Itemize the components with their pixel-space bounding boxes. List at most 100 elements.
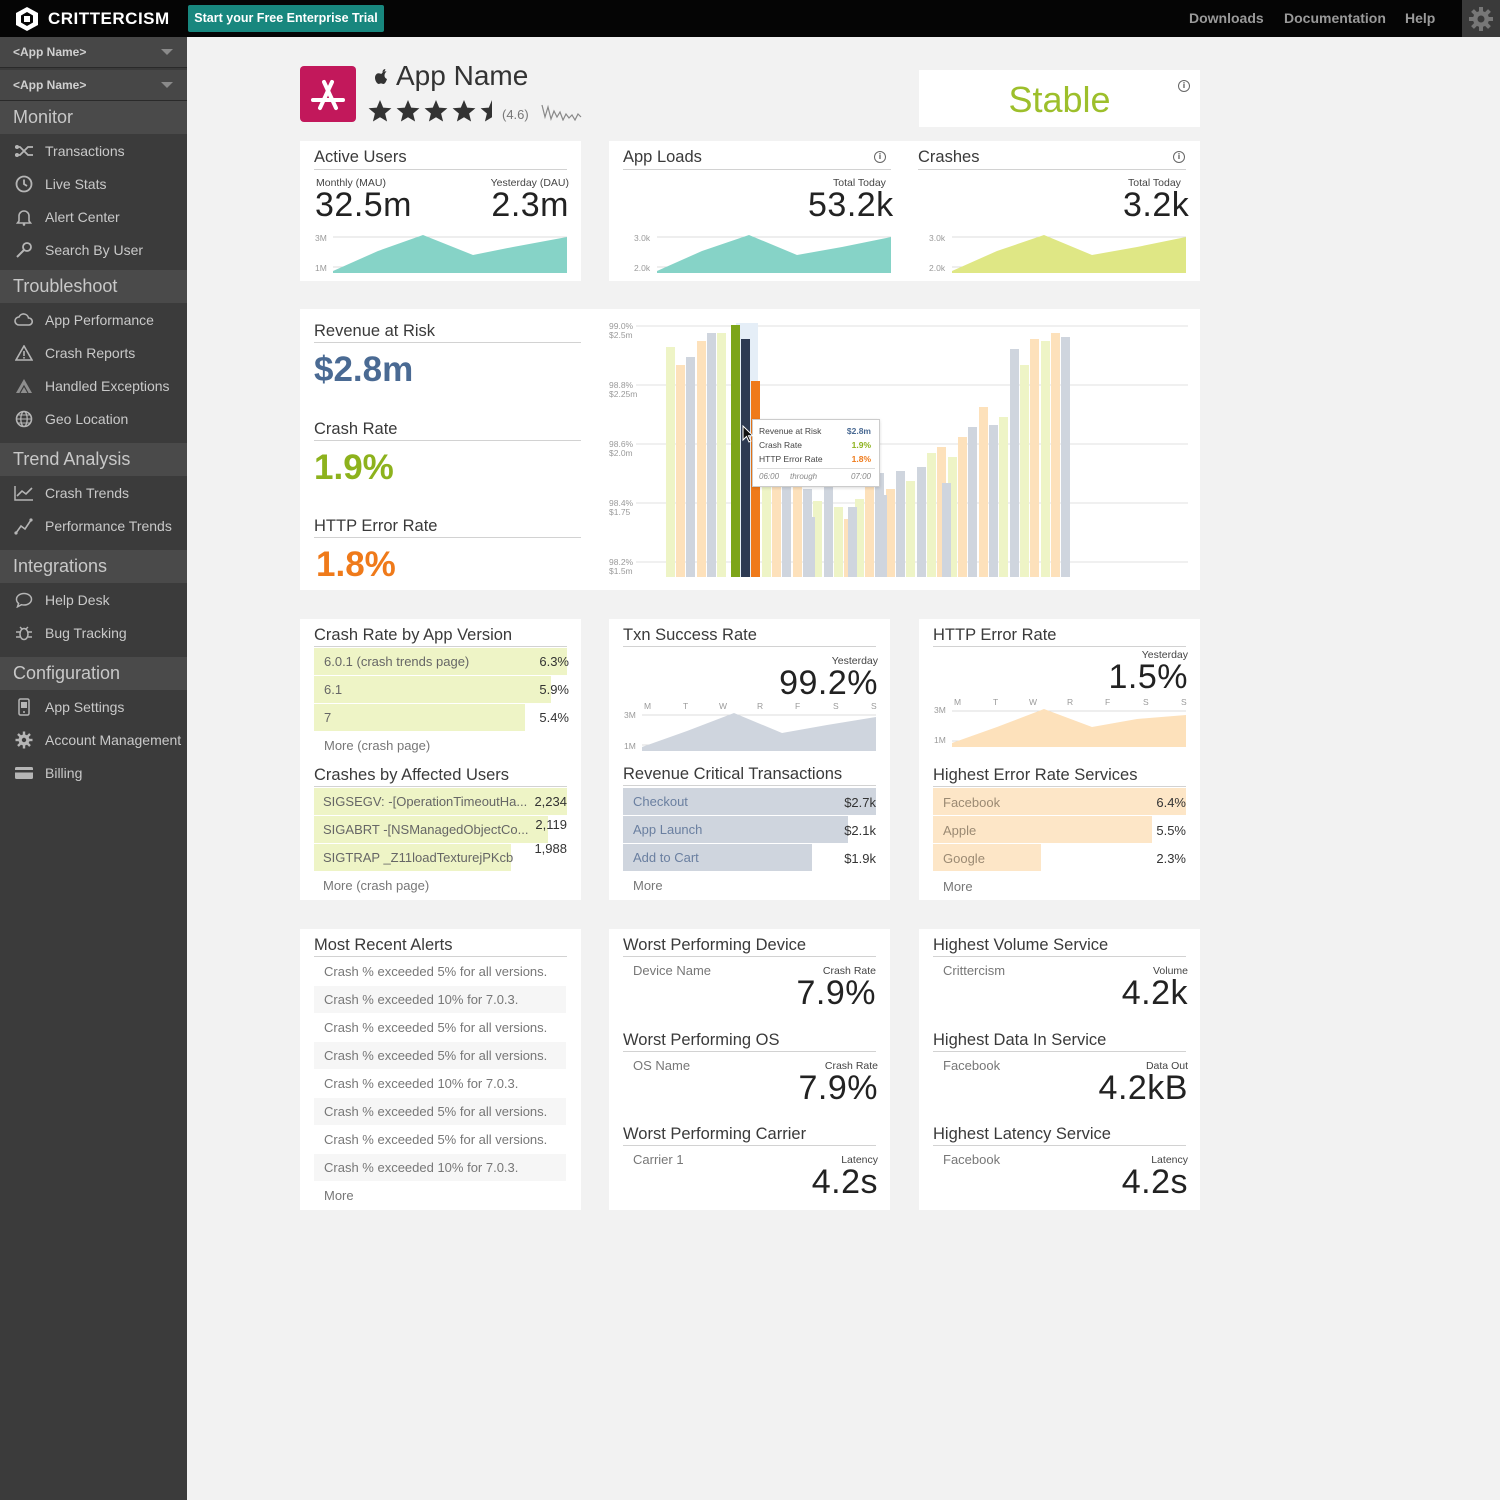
chart-bar[interactable] bbox=[878, 495, 887, 577]
chart-bar[interactable] bbox=[886, 489, 895, 577]
highlighted-bar[interactable] bbox=[741, 339, 750, 577]
day-tick: F bbox=[1105, 697, 1111, 707]
service-name[interactable]: Facebook bbox=[943, 1152, 1001, 1167]
app-selector[interactable]: <App Name> bbox=[0, 37, 187, 68]
chart-bar[interactable] bbox=[906, 481, 915, 577]
alert-row[interactable]: Crash % exceeded 5% for all versions. bbox=[314, 1014, 566, 1041]
alert-row[interactable]: Crash % exceeded 5% for all versions. bbox=[314, 1098, 566, 1125]
chart-bar[interactable] bbox=[1061, 337, 1070, 577]
crittercism-logo[interactable]: CRITTERCISM bbox=[14, 6, 170, 32]
revenue-overview-card: Revenue at Risk $2.8m Crash Rate 1.9% HT… bbox=[300, 309, 1200, 590]
transactions-icon bbox=[14, 142, 34, 160]
start-trial-button[interactable]: Start your Free Enterprise Trial bbox=[188, 5, 384, 32]
chart-bar[interactable] bbox=[1041, 341, 1050, 577]
alert-row[interactable]: Crash % exceeded 10% for 7.0.3. bbox=[314, 1070, 566, 1097]
documentation-link[interactable]: Documentation bbox=[1284, 10, 1386, 26]
sidebar-item-help-desk[interactable]: Help Desk bbox=[0, 583, 187, 616]
chart-bar[interactable] bbox=[834, 507, 843, 577]
chart-bar[interactable] bbox=[666, 347, 675, 577]
chart-bar[interactable] bbox=[824, 487, 833, 577]
os-name[interactable]: OS Name bbox=[633, 1058, 691, 1073]
divider bbox=[623, 169, 891, 170]
chart-bar[interactable] bbox=[979, 407, 988, 577]
help-link[interactable]: Help bbox=[1405, 10, 1436, 26]
chart-bar[interactable] bbox=[968, 427, 977, 577]
more-link[interactable]: More bbox=[943, 879, 973, 894]
sidebar-item-bug-tracking[interactable]: Bug Tracking bbox=[0, 616, 187, 649]
sidebar-item-app-settings[interactable]: App Settings bbox=[0, 690, 187, 723]
sidebar-item-geo-location[interactable]: Geo Location bbox=[0, 402, 187, 435]
info-icon[interactable]: i bbox=[1173, 151, 1185, 163]
app-selector[interactable]: <App Name> bbox=[0, 70, 187, 101]
data-out-value: 4.2kB bbox=[1098, 1069, 1188, 1107]
alert-row[interactable]: Crash % exceeded 10% for 7.0.3. bbox=[314, 1154, 566, 1181]
chart-bar[interactable] bbox=[927, 453, 936, 577]
chart-bar[interactable] bbox=[917, 467, 926, 577]
chart-bar[interactable] bbox=[772, 447, 781, 577]
service-name[interactable]: Crittercism bbox=[943, 963, 1006, 978]
chart-bar[interactable] bbox=[937, 447, 946, 577]
chart-bar[interactable] bbox=[813, 501, 822, 577]
chart-bar[interactable] bbox=[855, 499, 864, 577]
chart-bar[interactable] bbox=[1051, 333, 1060, 577]
more-crash-page-link[interactable]: More (crash page) bbox=[323, 878, 430, 893]
nav-section-monitor[interactable]: Monitor bbox=[0, 101, 187, 134]
sidebar-item-account-management[interactable]: Account Management bbox=[0, 723, 187, 756]
row-value: 5.5% bbox=[1156, 823, 1186, 838]
more-crash-page-link[interactable]: More (crash page) bbox=[324, 738, 431, 753]
highlighted-bar[interactable] bbox=[731, 325, 740, 577]
sidebar-item-app-performance[interactable]: App Performance bbox=[0, 303, 187, 336]
sidebar-item-transactions[interactable]: Transactions bbox=[0, 134, 187, 167]
nav-section-integrations[interactable]: Integrations bbox=[0, 550, 187, 583]
sidebar-item-search-by-user[interactable]: Search By User bbox=[0, 233, 187, 266]
service-name[interactable]: Facebook bbox=[943, 1058, 1001, 1073]
nav-section-configuration[interactable]: Configuration bbox=[0, 657, 187, 690]
chart-bar[interactable] bbox=[989, 425, 998, 577]
chart-bar[interactable] bbox=[848, 507, 857, 577]
chart-bar[interactable] bbox=[717, 333, 726, 577]
chart-bar[interactable] bbox=[676, 365, 685, 577]
sidebar-item-label: Crash Reports bbox=[45, 344, 136, 361]
sidebar-item-crash-trends[interactable]: Crash Trends bbox=[0, 476, 187, 509]
chart-bar[interactable] bbox=[948, 457, 957, 577]
sidebar-item-live-stats[interactable]: Live Stats bbox=[0, 167, 187, 200]
revenue-bar-chart[interactable] bbox=[636, 321, 1188, 579]
chart-bar[interactable] bbox=[896, 471, 905, 577]
nav-section-troubleshoot[interactable]: Troubleshoot bbox=[0, 270, 187, 303]
sidebar-item-performance-trends[interactable]: Performance Trends bbox=[0, 509, 187, 542]
alert-row[interactable]: Crash % exceeded 5% for all versions. bbox=[314, 1126, 566, 1153]
device-name[interactable]: Device Name bbox=[633, 963, 712, 978]
chart-bar[interactable] bbox=[806, 517, 815, 577]
chart-bar[interactable] bbox=[1010, 349, 1019, 577]
sidebar-item-crash-reports[interactable]: Crash Reports bbox=[0, 336, 187, 369]
chart-bar[interactable] bbox=[697, 341, 706, 577]
chart-bar[interactable] bbox=[1030, 339, 1039, 577]
carrier-name[interactable]: Carrier 1 bbox=[633, 1152, 684, 1167]
settings-gear-button[interactable] bbox=[1462, 0, 1500, 37]
alert-row[interactable]: Crash % exceeded 5% for all versions. bbox=[314, 958, 566, 985]
chart-bar[interactable] bbox=[865, 477, 874, 577]
info-icon[interactable]: i bbox=[1178, 80, 1190, 92]
app-store-icon bbox=[311, 80, 345, 110]
sidebar-item-label: Geo Location bbox=[45, 410, 129, 427]
alert-row[interactable]: Crash % exceeded 10% for 7.0.3. bbox=[314, 986, 566, 1013]
sidebar-item-handled-exceptions[interactable]: Handled Exceptions bbox=[0, 369, 187, 402]
chart-bar[interactable] bbox=[782, 449, 791, 577]
sidebar-item-billing[interactable]: Billing bbox=[0, 756, 187, 789]
downloads-link[interactable]: Downloads bbox=[1189, 10, 1264, 26]
chart-bar[interactable] bbox=[999, 417, 1008, 577]
chart-bar[interactable] bbox=[707, 333, 716, 577]
chart-bar[interactable] bbox=[762, 427, 771, 577]
more-alerts-link[interactable]: More bbox=[324, 1188, 354, 1203]
chart-bar[interactable] bbox=[686, 357, 695, 577]
sidebar-item-alert-center[interactable]: Alert Center bbox=[0, 200, 187, 233]
chart-bar[interactable] bbox=[958, 437, 967, 577]
info-icon[interactable]: i bbox=[874, 151, 886, 163]
more-link[interactable]: More bbox=[633, 878, 663, 893]
alert-row[interactable]: Crash % exceeded 5% for all versions. bbox=[314, 1042, 566, 1069]
nav-section-trend-analysis[interactable]: Trend Analysis bbox=[0, 443, 187, 476]
chart-bar[interactable] bbox=[793, 477, 802, 577]
chart-bar[interactable] bbox=[1020, 365, 1029, 577]
chart-bar[interactable] bbox=[942, 483, 951, 577]
card-title: Crashes by Affected Users bbox=[314, 766, 510, 784]
